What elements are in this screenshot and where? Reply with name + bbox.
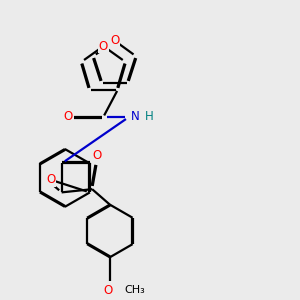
Text: O: O <box>92 149 102 162</box>
Text: CH₃: CH₃ <box>124 285 145 296</box>
Text: H: H <box>145 110 153 123</box>
Text: O: O <box>110 34 119 47</box>
Text: O: O <box>103 284 113 297</box>
Text: N: N <box>130 110 139 123</box>
Text: O: O <box>63 110 73 123</box>
Text: O: O <box>99 40 108 53</box>
Text: O: O <box>46 173 55 186</box>
